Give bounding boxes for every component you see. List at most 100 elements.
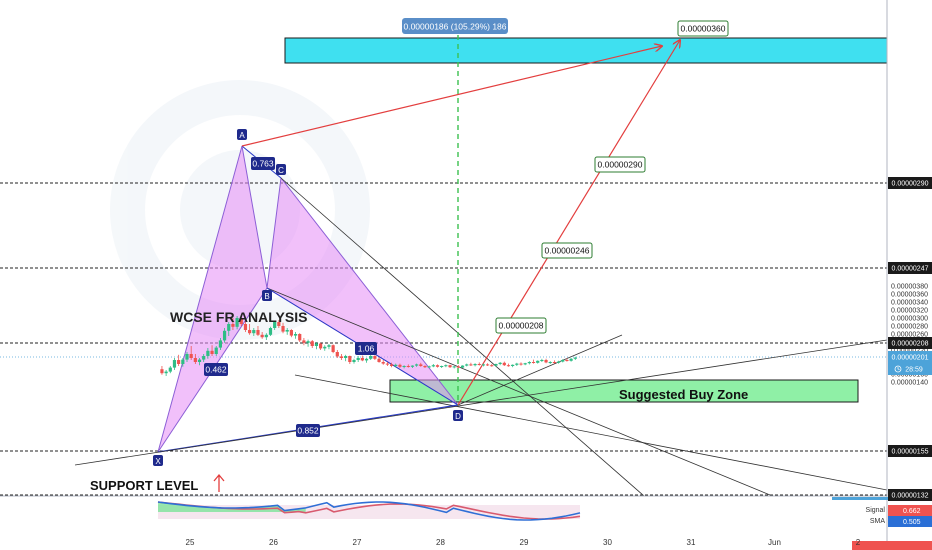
candle [310,341,314,346]
candle [289,330,293,336]
ratio-labels: 0.763 0.462 0.852 1.06 [204,157,377,437]
candle [456,366,460,368]
candle [356,358,360,360]
measure-box [402,18,508,34]
candle [252,330,256,334]
candle [231,324,235,327]
candle [185,354,189,360]
signal-value: 0.662 [903,508,921,515]
candle [531,362,536,363]
time-tick-label: 30 [603,538,612,547]
candle [381,362,385,364]
target-1: 0.00000208 [499,321,544,331]
projection-d [457,40,680,406]
candle [344,356,348,358]
candle [536,360,540,363]
candle [465,364,469,366]
time-tick-label: 29 [520,538,529,547]
candle [556,361,561,363]
ratio-xab: 0.462 [205,365,227,375]
current-price-badge [888,351,932,363]
analysis-title: WCSE FR ANALYSIS [170,309,307,325]
candle [281,326,285,332]
candle [519,363,523,365]
candle [502,362,506,366]
buy-zone [389,379,859,403]
candle [473,364,477,366]
clock-icon [894,365,902,373]
support-label: SUPPORT LEVEL [90,478,198,493]
candle [293,334,298,336]
candle [402,366,406,367]
level-badges: 0.00000290 0.00000247 0.00000208 0.00000… [888,177,932,501]
ratio-ac: 0.763 [252,159,274,169]
trendlines [266,177,888,546]
support-arrow [213,473,225,492]
level-badge-132: 0.00000132 [892,493,929,500]
candle [298,334,302,341]
candle [398,364,402,367]
candle [285,330,289,332]
candle [172,360,177,368]
candle [168,367,172,372]
candle [256,330,260,335]
candle [540,360,544,361]
candlesticks [160,314,577,376]
buy-zone-label: Suggested Buy Zone [619,387,748,402]
candle [202,356,206,360]
candle [431,365,435,367]
candle [260,334,264,338]
candle [460,365,465,368]
candle [573,357,577,359]
time-tick-label: Jun [768,538,781,547]
candle [302,340,306,343]
candle [511,364,515,366]
candle [218,340,222,348]
level-badge-208: 0.00000208 [892,341,929,348]
candle [210,350,214,354]
candle [227,324,231,331]
candle [435,365,440,367]
time-tick-label: 31 [687,538,696,547]
candle [360,358,364,361]
candle [385,363,389,365]
candle [339,356,344,358]
support-trendline [74,339,888,466]
candle [548,362,552,363]
time-axis: 25 26 27 28 29 30 31 Jun 2 [186,538,861,547]
price-tick-label: 0.00000320 [891,308,928,315]
price-tick-label: 0.00000280 [891,324,928,331]
point-a: A [239,131,245,140]
candle [164,371,168,374]
level-badge-155: 0.00000155 [892,449,929,456]
price-tick-label: 0.00000380 [891,284,928,291]
candle [415,364,419,366]
candle [181,359,185,364]
candle [544,360,548,363]
price-axis [887,0,932,550]
candle [389,364,394,366]
harmonic-point-labels: X A B C D [153,129,463,466]
candle [481,364,486,366]
price-tick-label: 0.00000260 [891,332,928,339]
candle [506,365,511,367]
target-2: 0.00000246 [545,246,590,256]
candle [448,365,452,368]
countdown-value: 28:59 [905,367,923,374]
candle [319,343,323,349]
candle [327,345,331,347]
candle [477,364,481,365]
oscillator-badges: Signal 0.662 SMA 0.505 [832,497,932,550]
candle [214,347,218,354]
target-3: 0.00000290 [598,160,643,170]
candle [498,362,502,364]
candle [419,364,423,366]
price-tick-label: 0.00000140 [891,380,928,387]
candle [277,322,281,326]
projection-a [241,46,662,147]
candle [197,359,202,362]
candle [561,360,565,362]
candle [352,360,356,362]
measure-label: 0.00000186 (105.29%) 186 [403,22,506,32]
target-labels: 0.00000208 0.00000246 0.00000290 0.00000… [495,20,729,334]
